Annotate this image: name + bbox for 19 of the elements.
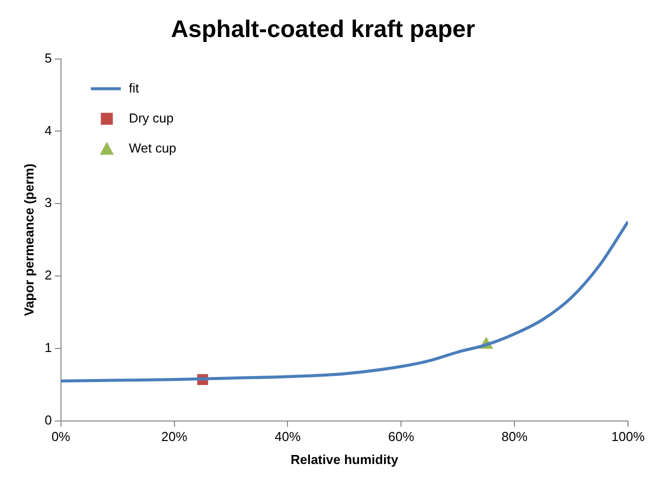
x-tick-label: 20% [161,429,188,444]
legend-label: Dry cup [128,110,174,126]
legend-label: Wet cup [128,140,176,156]
x-tick-label: 100% [611,429,646,444]
legend-label: fit [128,80,140,96]
y-tick-label: 0 [44,412,52,428]
y-tick-label: 5 [44,50,52,66]
x-tick-label: 40% [274,429,302,444]
y-tick-label: 4 [44,122,52,138]
x-tick-label: 60% [388,429,415,444]
line-series [60,220,628,382]
x-tick-label: 0% [51,429,71,444]
x-axis-title: Relative humidity [290,452,399,467]
y-tick-label: 2 [44,268,52,283]
y-tick-label: 1 [44,340,52,355]
chart-title: Asphalt-coated kraft paper [170,16,476,44]
y-axis-title: Vapor permeance (perm) [21,164,36,316]
x-tick-label: 80% [502,429,528,444]
y-tick-label: 3 [44,195,52,210]
